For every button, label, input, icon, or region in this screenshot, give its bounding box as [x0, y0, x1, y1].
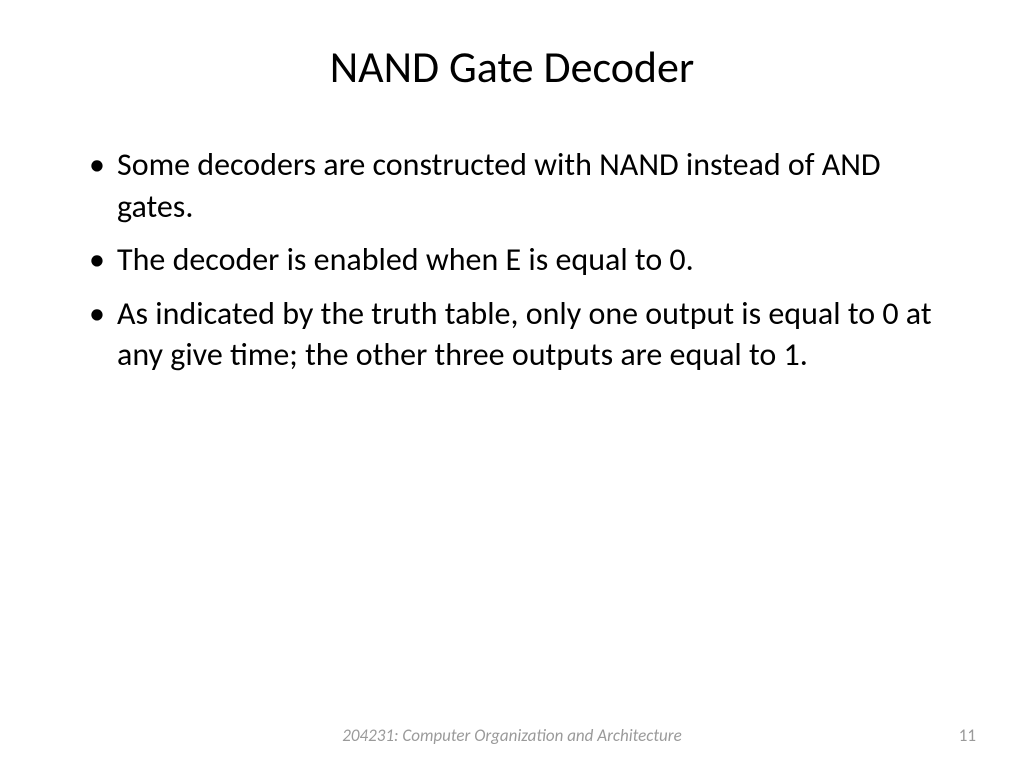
bullet-item: The decoder is enabled when E is equal t… — [75, 239, 949, 281]
slide-content: Some decoders are constructed with NAND … — [75, 144, 949, 718]
page-number: 11 — [959, 725, 976, 746]
slide-footer: 204231: Computer Organization and Archit… — [0, 725, 1024, 746]
footer-text: 204231: Computer Organization and Archit… — [342, 725, 681, 746]
slide-title: NAND Gate Decoder — [75, 40, 949, 94]
bullet-item: Some decoders are constructed with NAND … — [75, 144, 949, 227]
bullet-item: As indicated by the truth table, only on… — [75, 293, 949, 376]
bullet-list: Some decoders are constructed with NAND … — [75, 144, 949, 376]
slide-container: NAND Gate Decoder Some decoders are cons… — [0, 0, 1024, 768]
